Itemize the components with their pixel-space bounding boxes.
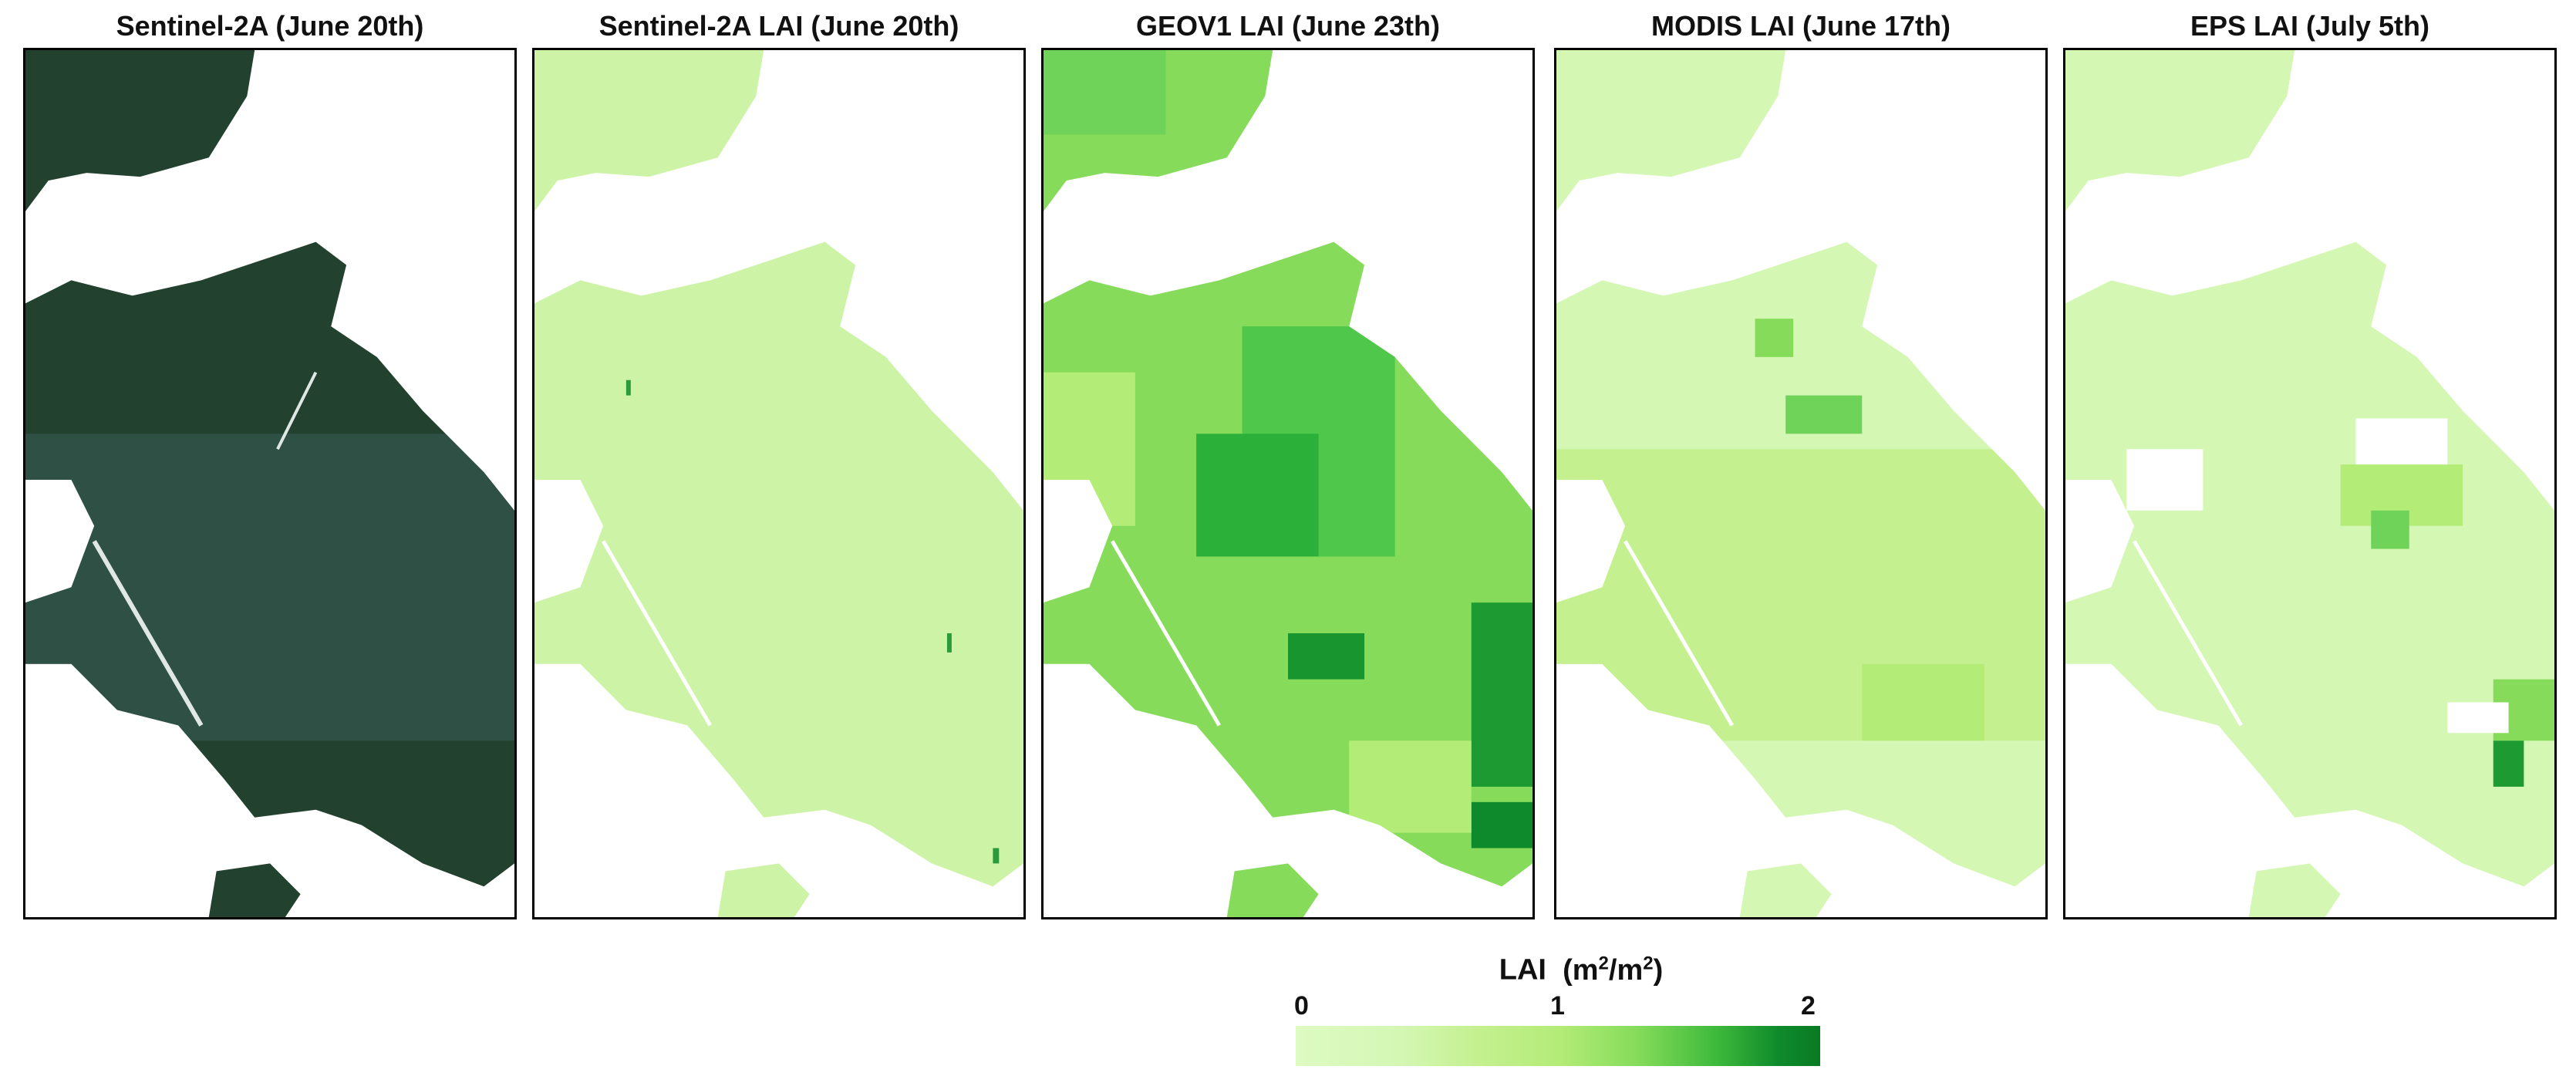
road <box>2133 540 2243 727</box>
panel-title-geov1-lai: GEOV1 LAI (June 23th) <box>1135 10 1441 42</box>
clearing <box>25 480 95 603</box>
lai-grid <box>1044 50 1532 917</box>
map-eps-lai <box>2065 50 2554 917</box>
road <box>1623 540 1734 727</box>
lai-grid <box>2065 50 2554 917</box>
clearing <box>2065 480 2135 603</box>
map-panel-sentinel-rgb <box>23 48 517 919</box>
legend-tick-2: 2 <box>1801 991 1816 1021</box>
map-geov1-lai <box>1044 50 1532 917</box>
legend-colorbar <box>1296 1026 1820 1066</box>
road <box>276 371 318 450</box>
legend-title-text: LAI <box>1499 953 1546 987</box>
map-sentinel-lai <box>534 50 1023 917</box>
map-panel-modis-lai <box>1554 48 2048 919</box>
road <box>1111 540 1221 727</box>
panel-title-sentinel-lai: Sentinel-2A LAI (June 20th) <box>598 10 959 42</box>
panel-title-modis-lai: MODIS LAI (June 17th) <box>1650 10 1951 42</box>
panel-title-eps-lai: EPS LAI (July 5th) <box>2190 10 2430 42</box>
map-sentinel-rgb <box>25 50 514 917</box>
lai-patch <box>993 848 1000 864</box>
lai-area <box>534 50 1023 917</box>
legend-title: LAI (m2/m2) <box>1427 953 1735 987</box>
map-modis-lai <box>1556 50 2045 917</box>
legend-unit: (m2/m2) <box>1563 953 1664 987</box>
haze-area <box>25 434 514 741</box>
map-panel-eps-lai <box>2063 48 2557 919</box>
clearing <box>1556 480 1626 603</box>
legend-tick-1: 1 <box>1550 991 1565 1021</box>
clearing <box>534 480 604 603</box>
legend-tick-0: 0 <box>1294 991 1309 1021</box>
lai-grid <box>1556 50 2045 917</box>
map-panel-geov1-lai <box>1041 48 1535 919</box>
road <box>92 540 204 727</box>
road <box>602 540 712 727</box>
panel-title-sentinel-rgb: Sentinel-2A (June 20th) <box>116 10 424 42</box>
map-panel-sentinel-lai <box>532 48 1026 919</box>
clearing <box>1044 480 1113 603</box>
lai-patch <box>625 380 631 396</box>
lai-patch <box>946 633 952 653</box>
